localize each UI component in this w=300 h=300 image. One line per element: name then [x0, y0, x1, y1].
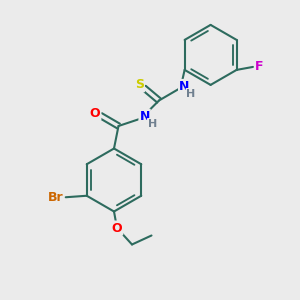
Text: H: H: [148, 119, 157, 129]
Text: O: O: [90, 106, 101, 120]
Text: N: N: [140, 110, 150, 123]
Text: N: N: [179, 80, 189, 93]
Text: O: O: [112, 221, 122, 235]
Text: F: F: [255, 60, 263, 74]
Text: S: S: [135, 78, 144, 92]
Text: Br: Br: [47, 191, 63, 204]
Text: H: H: [187, 89, 196, 99]
